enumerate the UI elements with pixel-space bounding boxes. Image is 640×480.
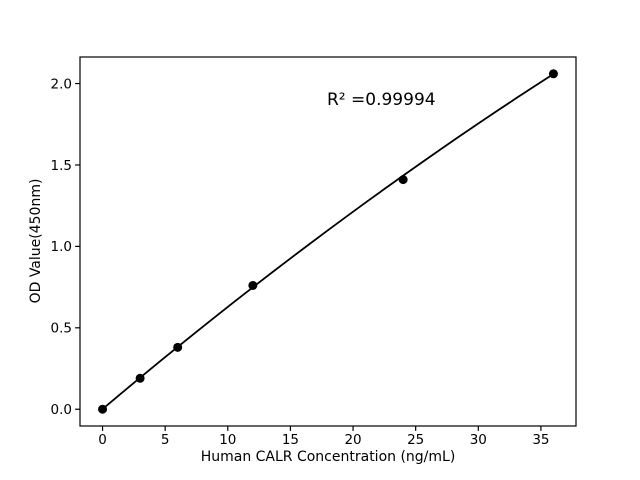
y-tick-label: 2.0	[51, 76, 72, 92]
y-tick-label: 1.5	[51, 158, 72, 174]
x-tick-label: 25	[407, 432, 424, 448]
y-tick-label: 0.5	[51, 321, 72, 337]
data-point	[548, 69, 558, 79]
plot-frame	[79, 56, 577, 427]
data-point	[173, 342, 183, 352]
x-tick-label: 35	[532, 432, 549, 448]
x-tick-label: 20	[344, 432, 361, 448]
x-tick-label: 15	[282, 432, 299, 448]
y-tick-label: 1.0	[51, 239, 72, 255]
data-point	[135, 373, 145, 383]
y-tick-label: 0.0	[51, 402, 72, 418]
x-tick-label: 30	[470, 432, 487, 448]
r-squared-annotation: R² =0.99994	[327, 90, 436, 110]
fit-line	[101, 73, 555, 410]
x-tick-label: 5	[161, 432, 170, 448]
data-point	[98, 404, 108, 414]
y-axis-label: OD Value(450nm)	[28, 178, 44, 304]
x-tick-label: 10	[219, 432, 236, 448]
x-axis-label: Human CALR Concentration (ng/mL)	[200, 449, 456, 465]
x-tick-label: 0	[98, 432, 107, 448]
data-point	[398, 175, 408, 185]
data-point	[248, 280, 258, 290]
